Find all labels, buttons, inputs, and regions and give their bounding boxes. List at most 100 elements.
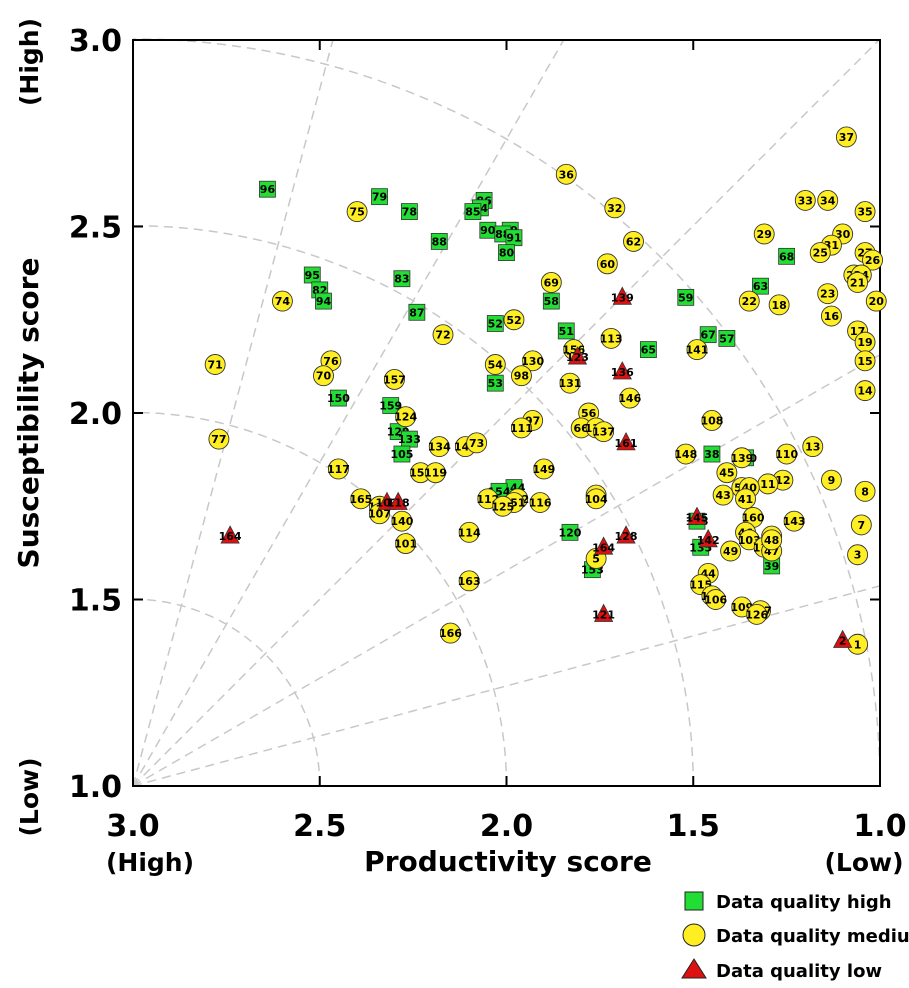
point-marker bbox=[557, 322, 575, 340]
y-tick-label: 2.5 bbox=[69, 211, 122, 246]
x-axis-title: Productivity score bbox=[364, 845, 652, 878]
data-point-medium: 74 bbox=[271, 290, 293, 312]
point-label: 21 bbox=[850, 276, 865, 289]
data-point-medium: 11 bbox=[757, 473, 779, 495]
point-marker bbox=[391, 510, 413, 532]
data-point-high: 88 bbox=[430, 233, 448, 250]
point-label: 161 bbox=[615, 437, 638, 450]
point-marker bbox=[809, 242, 831, 264]
point-marker bbox=[731, 447, 753, 469]
data-point-high: 120 bbox=[559, 523, 582, 541]
data-point-medium: 110 bbox=[775, 443, 798, 465]
data-point-high: 105 bbox=[390, 445, 413, 463]
point-label: 150 bbox=[327, 392, 350, 405]
point-label: 52 bbox=[488, 317, 503, 330]
point-label: 26 bbox=[865, 254, 881, 267]
data-point-medium: 143 bbox=[783, 510, 806, 532]
point-marker bbox=[486, 315, 504, 332]
data-point-high: 52 bbox=[486, 315, 504, 332]
data-point-medium: 131 bbox=[559, 372, 582, 394]
data-point-medium: 111 bbox=[510, 417, 533, 439]
point-label: 131 bbox=[559, 377, 582, 390]
data-point-high: 63 bbox=[752, 277, 769, 295]
grid-arc bbox=[132, 38, 881, 787]
point-marker bbox=[619, 387, 641, 409]
point-marker bbox=[315, 292, 332, 310]
point-label: 163 bbox=[458, 575, 481, 588]
point-label: 145 bbox=[686, 511, 709, 524]
data-point-high: 85 bbox=[464, 203, 482, 220]
point-marker bbox=[567, 346, 588, 365]
data-point-high: 90 bbox=[479, 221, 497, 239]
point-label: 159 bbox=[379, 400, 402, 413]
x-tick-label: 3.0 bbox=[106, 809, 159, 844]
data-point-medium: 119 bbox=[424, 462, 447, 484]
point-marker bbox=[464, 203, 482, 220]
data-point-low: 128 bbox=[615, 525, 638, 544]
data-point-medium: 124 bbox=[394, 406, 417, 428]
point-marker bbox=[498, 244, 515, 262]
point-label: 52 bbox=[506, 314, 521, 327]
axis-ticks: 3.0 2.5 2.0 1.5 1.0 1.0 1.5 2.0 2.5 3.0 bbox=[69, 24, 907, 844]
point-marker bbox=[330, 389, 347, 407]
point-label: 139 bbox=[611, 291, 634, 304]
point-label: 134 bbox=[428, 441, 451, 454]
point-label: 110 bbox=[775, 448, 798, 461]
data-point-medium: 13 bbox=[802, 436, 824, 458]
data-point-medium: 21 bbox=[847, 272, 869, 293]
data-point-medium: 137 bbox=[592, 421, 615, 443]
point-marker bbox=[776, 443, 798, 465]
point-marker bbox=[484, 354, 506, 375]
polar-grid bbox=[132, 38, 881, 787]
data-point-medium: 70 bbox=[313, 365, 334, 387]
point-label: 120 bbox=[559, 526, 582, 539]
data-point-medium: 166 bbox=[439, 622, 462, 644]
point-marker bbox=[718, 329, 736, 347]
point-label: 5 bbox=[592, 552, 600, 565]
point-label: 14 bbox=[857, 385, 873, 398]
point-label: 79 bbox=[372, 191, 387, 204]
data-points: 9679788684859089889188809582948387585152… bbox=[204, 126, 887, 655]
data-point-high: 78 bbox=[400, 203, 418, 220]
point-label: 107 bbox=[368, 508, 391, 521]
point-label: 23 bbox=[820, 288, 835, 301]
point-marker bbox=[720, 540, 742, 562]
grid-ray bbox=[132, 354, 881, 787]
point-label: 77 bbox=[211, 433, 226, 446]
point-marker bbox=[712, 484, 734, 506]
data-point-medium: 8 bbox=[854, 480, 876, 502]
data-point-medium: 49 bbox=[720, 540, 742, 562]
point-label: 160 bbox=[742, 511, 765, 524]
point-marker bbox=[703, 445, 721, 463]
point-label: 80 bbox=[499, 247, 515, 260]
data-point-medium: 18 bbox=[768, 294, 790, 316]
point-marker bbox=[529, 492, 551, 513]
data-point-medium: 29 bbox=[753, 223, 775, 245]
point-label: 67 bbox=[701, 329, 716, 342]
data-point-medium: 16 bbox=[820, 305, 842, 327]
data-point-medium: 69 bbox=[540, 272, 562, 293]
data-point-high: 87 bbox=[408, 303, 426, 321]
point-label: 124 bbox=[394, 411, 417, 424]
point-label: 69 bbox=[544, 276, 559, 289]
point-label: 142 bbox=[697, 534, 720, 547]
point-marker bbox=[395, 533, 417, 554]
point-marker bbox=[271, 290, 293, 312]
data-point-medium: 73 bbox=[466, 432, 488, 454]
point-marker bbox=[701, 410, 723, 431]
data-point-high: 80 bbox=[498, 244, 515, 262]
point-marker bbox=[259, 180, 276, 198]
x-axis-low-label: (Low) bbox=[824, 848, 903, 877]
point-marker bbox=[698, 528, 718, 548]
point-marker bbox=[738, 290, 760, 312]
point-label: 106 bbox=[704, 594, 727, 607]
data-point-medium: 33 bbox=[794, 189, 816, 211]
point-label: 78 bbox=[402, 206, 417, 219]
data-point-medium: 75 bbox=[346, 201, 368, 223]
data-point-medium: 14 bbox=[854, 380, 876, 402]
point-marker bbox=[677, 288, 695, 306]
point-marker bbox=[686, 339, 708, 361]
x-tick-label: 1.5 bbox=[667, 809, 720, 844]
point-marker bbox=[486, 374, 504, 392]
